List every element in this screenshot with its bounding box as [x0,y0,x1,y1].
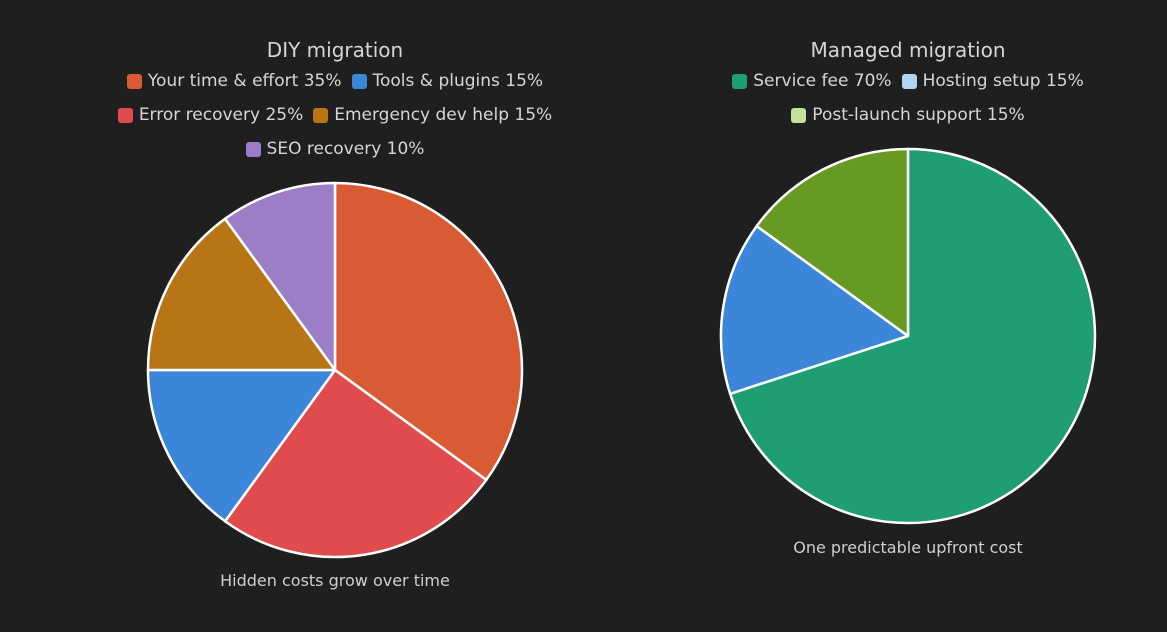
legend-item-post-launch-support[interactable]: Post-launch support 15% [791,103,1025,127]
legend-label: Post-launch support 15% [812,105,1025,125]
legend-swatch [351,73,367,89]
chart-title: DIY migration [266,38,404,62]
pie-slice-your-time-effort-35[interactable] [333,181,524,482]
legend-label: Your time & effort 35% [147,71,342,91]
legend-item-service-fee[interactable]: Service fee 70% [732,69,892,93]
legend-item-error-recovery[interactable]: Error recovery 25% [117,103,304,127]
chart-caption: One predictable upfront cost [793,538,1023,557]
legend: Service fee 70% Hosting setup 15% Post-l… [678,69,1138,127]
legend-swatch [313,107,329,123]
diy-pie [146,181,524,559]
pie-slice-emergency-dev-help-15[interactable] [146,217,337,372]
pie-slice-tools-plugins-15[interactable] [146,368,337,523]
legend-item-your-time-effort[interactable]: Your time & effort 35% [126,69,342,93]
diy-chart-panel: DIY migration Your time & effort 35% Too… [115,0,555,161]
legend-label: Tools & plugins 15% [372,71,544,91]
pie-slice-seo-recovery-10[interactable] [223,181,337,372]
legend-item-tools-plugins[interactable]: Tools & plugins 15% [351,69,544,93]
managed-pie [719,147,1097,525]
legend-swatch [901,73,917,89]
legend-label: SEO recovery 10% [266,139,425,159]
legend-label: Service fee 70% [753,71,892,91]
pie-slice-hosting-setup-15[interactable] [719,224,910,396]
legend-item-seo-recovery[interactable]: SEO recovery 10% [245,137,425,161]
managed-chart-panel: Managed migration Service fee 70% Hostin… [688,0,1128,127]
pie-slice-post-launch-support-15[interactable] [755,147,910,338]
legend-swatch [126,73,142,89]
legend-item-emergency-dev-help[interactable]: Emergency dev help 15% [313,103,552,127]
legend-swatch [245,141,261,157]
legend-label: Hosting setup 15% [922,71,1084,91]
legend-swatch [117,107,133,123]
legend-label: Emergency dev help 15% [334,105,553,125]
legend: Your time & effort 35% Tools & plugins 1… [105,69,565,161]
chart-caption: Hidden costs grow over time [220,571,450,590]
legend-swatch [732,73,748,89]
legend-swatch [791,107,807,123]
pie-slice-error-recovery-25[interactable] [223,368,488,559]
legend-item-hosting-setup[interactable]: Hosting setup 15% [901,69,1084,93]
pie-slice-service-fee-70[interactable] [728,147,1097,525]
legend-label: Error recovery 25% [138,105,304,125]
chart-title: Managed migration [810,38,1006,62]
